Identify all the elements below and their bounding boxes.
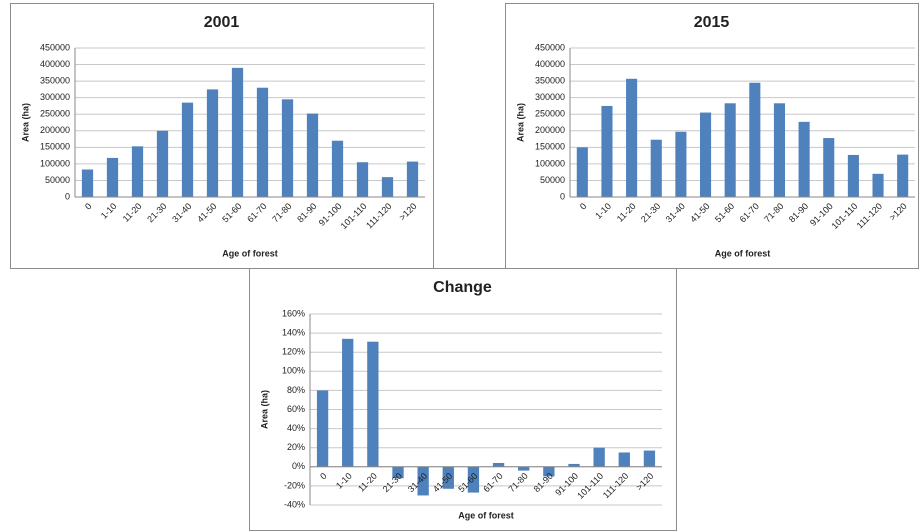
bar <box>749 82 761 197</box>
y-tick-label: 100% <box>282 366 305 376</box>
y-tick-label: 120% <box>282 347 305 357</box>
chart-frame <box>505 3 919 269</box>
y-tick-label: 150000 <box>40 142 70 152</box>
y-tick-label: 250000 <box>40 109 70 119</box>
y-tick-label: 450000 <box>40 42 70 52</box>
y-tick-label: 100000 <box>40 158 70 168</box>
y-tick-label: 80% <box>287 385 305 395</box>
y-tick-label: 50000 <box>45 175 70 185</box>
bar <box>367 341 379 467</box>
y-tick-label: 250000 <box>535 109 565 119</box>
bar <box>492 462 505 467</box>
bar <box>281 99 294 197</box>
bar <box>675 131 687 197</box>
bar <box>467 466 480 493</box>
bar <box>231 67 244 197</box>
y-tick-label: 150000 <box>535 142 565 152</box>
y-tick-label: 400000 <box>535 59 565 69</box>
y-tick-label: 0 <box>65 191 70 201</box>
bar <box>724 103 736 197</box>
bar <box>576 147 588 197</box>
bar <box>106 157 119 197</box>
bar <box>81 169 94 197</box>
x-axis-title: Age of forest <box>458 510 514 520</box>
y-tick-label: 300000 <box>535 92 565 102</box>
bar <box>181 102 194 197</box>
bar <box>356 162 369 197</box>
bar <box>442 466 454 489</box>
y-axis-title: Area (ha) <box>515 103 525 142</box>
y-tick-label: 200000 <box>40 125 70 135</box>
bar <box>798 121 810 197</box>
bar <box>897 154 909 197</box>
y-tick-label: 40% <box>287 423 305 433</box>
y-tick-label: 60% <box>287 404 305 414</box>
y-tick-label: 350000 <box>40 75 70 85</box>
bar <box>206 89 219 197</box>
bar <box>872 173 884 197</box>
y-tick-label: 350000 <box>535 75 565 85</box>
y-axis-title: Area (ha) <box>20 103 30 142</box>
bar <box>381 177 394 197</box>
bar <box>131 146 144 197</box>
bar <box>773 103 786 197</box>
bar <box>847 154 859 197</box>
x-tick-label: 0 <box>578 201 589 212</box>
chart-title: 2015 <box>694 14 730 31</box>
y-tick-label: 0% <box>292 461 305 471</box>
chart-title: 2001 <box>204 14 240 31</box>
bar <box>156 130 169 197</box>
x-axis-title: Age of forest <box>715 248 771 258</box>
bar <box>406 161 419 197</box>
x-tick-label: 0 <box>318 471 329 482</box>
y-tick-label: 140% <box>282 327 305 337</box>
bar <box>392 466 404 479</box>
x-tick-label: 0 <box>83 201 94 212</box>
y-tick-label: 400000 <box>40 59 70 69</box>
x-axis-title: Age of forest <box>222 248 278 258</box>
y-tick-label: 0 <box>560 191 565 201</box>
chart-title: Change <box>433 279 492 296</box>
bar <box>699 112 712 197</box>
bar <box>316 390 329 467</box>
bar <box>626 78 638 197</box>
bar <box>342 338 354 467</box>
y-tick-label: -40% <box>284 499 305 509</box>
bar <box>518 466 530 471</box>
y-tick-label: 50000 <box>540 175 565 185</box>
y-tick-label: 200000 <box>535 125 565 135</box>
bar <box>618 452 630 467</box>
bar <box>417 466 429 496</box>
bar <box>593 447 605 467</box>
bar <box>601 105 613 197</box>
y-tick-label: 160% <box>282 308 305 318</box>
bar <box>543 466 555 477</box>
y-axis-title: Area (ha) <box>259 390 269 429</box>
bar <box>650 139 662 197</box>
bar <box>306 113 319 197</box>
bar <box>823 138 835 197</box>
y-tick-label: 450000 <box>535 42 565 52</box>
y-tick-label: -20% <box>284 480 305 490</box>
bar <box>331 140 344 197</box>
bar <box>643 450 656 467</box>
y-tick-label: 100000 <box>535 158 565 168</box>
bar <box>568 463 580 467</box>
bar <box>256 87 269 197</box>
y-tick-label: 300000 <box>40 92 70 102</box>
y-tick-label: 20% <box>287 442 305 452</box>
